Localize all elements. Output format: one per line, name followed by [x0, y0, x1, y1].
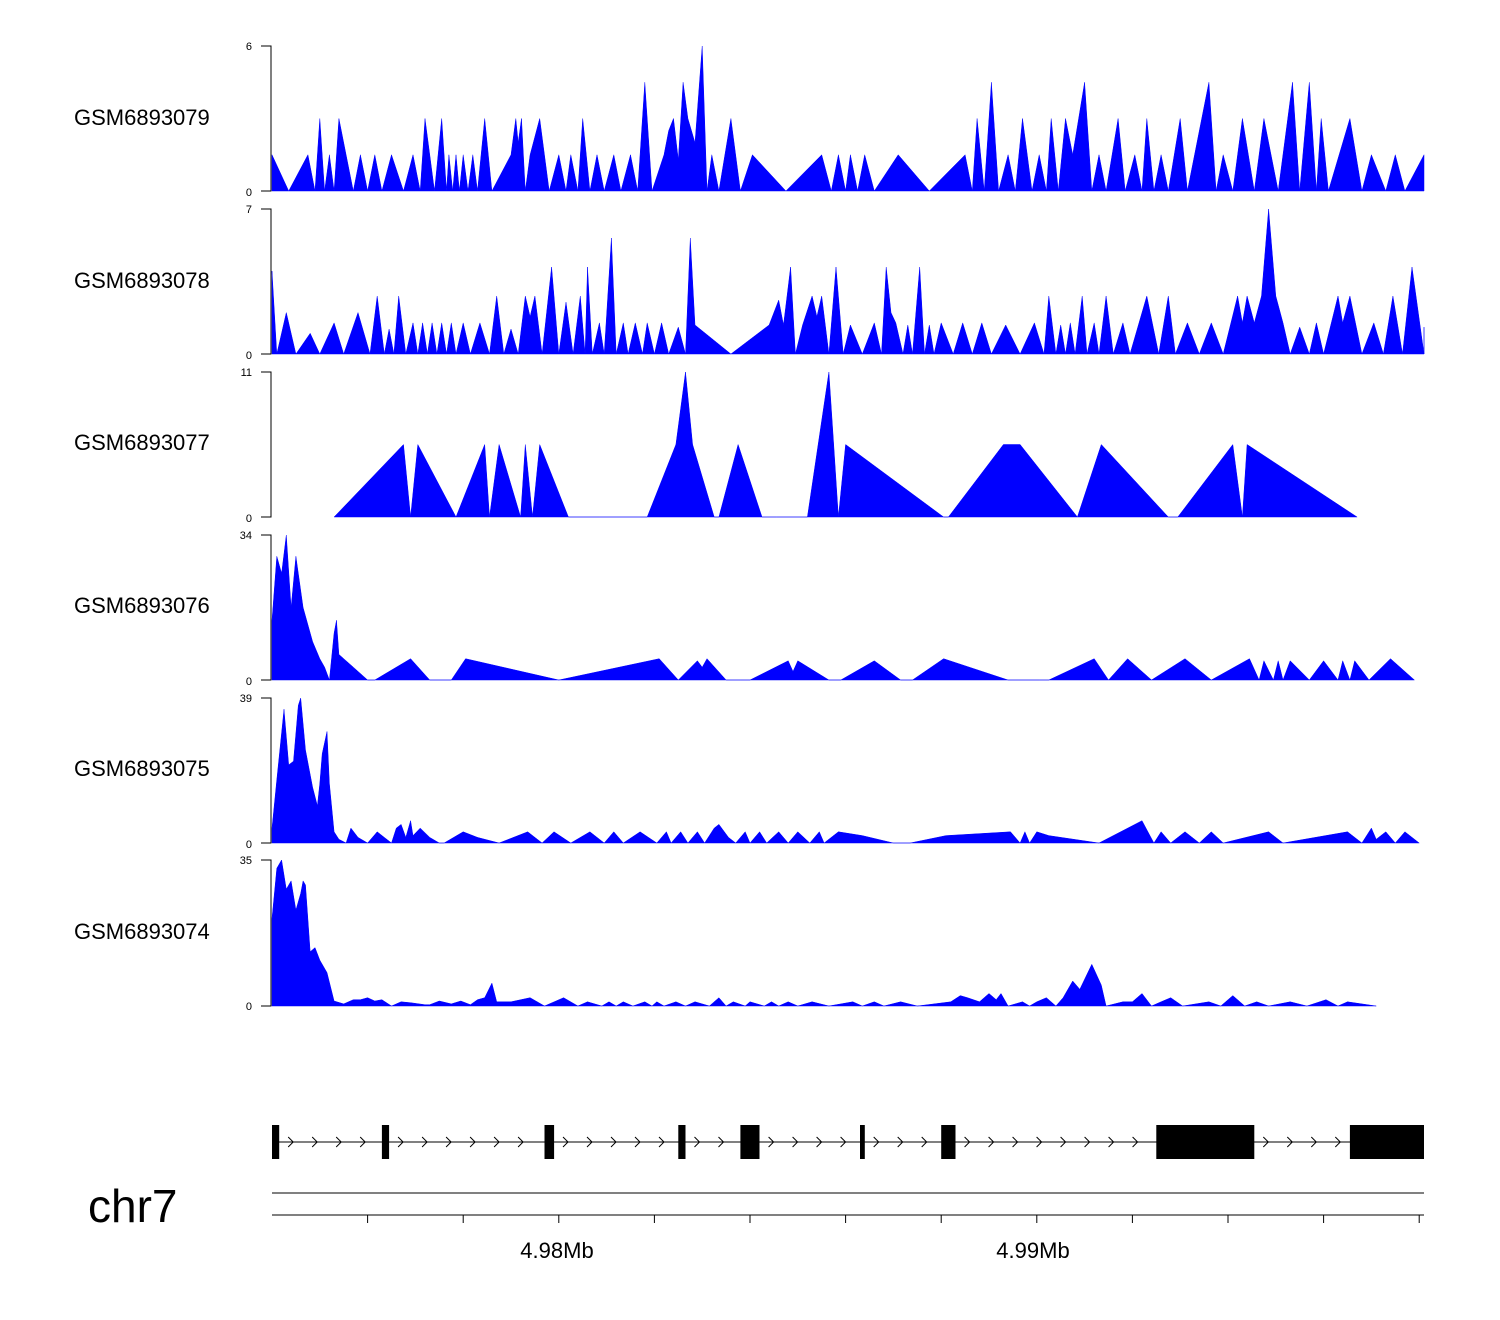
strand-arrow	[873, 1136, 880, 1148]
strand-arrow	[1310, 1136, 1318, 1148]
track-GSM6893076	[261, 534, 1416, 681]
coverage-tracks	[261, 45, 1425, 1007]
strand-arrow	[397, 1136, 404, 1148]
strand-arrow	[792, 1136, 799, 1148]
y-min-label-track-4: 0	[246, 676, 252, 688]
y-axis-GSM6893078	[261, 208, 272, 355]
strand-arrow	[586, 1136, 593, 1148]
exon-5	[740, 1125, 760, 1159]
strand-arrow	[1334, 1136, 1342, 1148]
axis-label-4.98mb: 4.98Mb	[520, 1238, 593, 1263]
genome-axis-ticks	[367, 1215, 1420, 1223]
track-label-gsm6893078: GSM6893078	[74, 268, 210, 293]
axis-label-4.99mb: 4.99Mb	[996, 1238, 1069, 1263]
track-GSM6893079	[261, 45, 1425, 192]
y-max-label-track-1: 6	[246, 41, 252, 53]
exon-8	[1156, 1125, 1255, 1159]
track-label-gsm6893074: GSM6893074	[74, 919, 210, 944]
strand-arrow	[816, 1136, 823, 1148]
y-axis-GSM6893076	[261, 534, 272, 681]
track-GSM6893075	[261, 697, 1420, 844]
y-max-label-track-5: 39	[240, 693, 252, 705]
y-max-label-track-3: 11	[241, 367, 252, 379]
exon-6	[860, 1125, 865, 1159]
strand-arrow	[897, 1136, 904, 1148]
coverage-area-GSM6893074	[271, 859, 1377, 1007]
y-min-label-track-2: 0	[246, 350, 252, 362]
strand-arrow	[1108, 1136, 1115, 1148]
strand-arrow	[562, 1136, 569, 1148]
strand-arrow	[517, 1136, 524, 1148]
coverage-area-GSM6893077	[333, 371, 1358, 518]
y-axis-GSM6893074	[261, 859, 272, 1007]
track-GSM6893077	[261, 371, 1358, 518]
track-GSM6893078	[261, 208, 1425, 355]
track-label-gsm6893079: GSM6893079	[74, 105, 210, 130]
strand-arrow	[988, 1136, 995, 1148]
exon-9	[1349, 1125, 1424, 1159]
exon-4	[678, 1125, 686, 1159]
strand-arrow	[287, 1136, 294, 1148]
y-axis-GSM6893077	[261, 371, 272, 518]
chromosome-label: chr7	[88, 1180, 177, 1232]
coverage-area-GSM6893076	[271, 534, 1416, 681]
coverage-area-GSM6893078	[271, 208, 1425, 355]
strand-arrow	[694, 1136, 701, 1148]
strand-arrow	[658, 1136, 665, 1148]
track-GSM6893074	[261, 859, 1377, 1007]
strand-arrow	[1084, 1136, 1091, 1148]
strand-arrow	[421, 1136, 428, 1148]
strand-arrow	[1132, 1136, 1139, 1148]
y-max-label-track-6: 35	[240, 855, 252, 867]
exon-3	[544, 1125, 555, 1159]
strand-arrow	[1262, 1136, 1270, 1148]
strand-arrow	[634, 1136, 641, 1148]
strand-arrow	[1060, 1136, 1067, 1148]
y-axis-GSM6893075	[261, 697, 272, 844]
exon-7	[941, 1125, 956, 1159]
y-min-label-track-1: 0	[246, 187, 252, 199]
strand-arrow	[1012, 1136, 1019, 1148]
strand-arrow	[610, 1136, 617, 1148]
strand-arrow	[469, 1136, 476, 1148]
exon-1	[272, 1125, 280, 1159]
strand-arrow	[964, 1136, 971, 1148]
coverage-area-GSM6893075	[271, 697, 1420, 844]
y-min-label-track-3: 0	[246, 513, 252, 525]
strand-arrow	[359, 1136, 366, 1148]
strand-arrow	[335, 1136, 342, 1148]
y-max-label-track-2: 7	[246, 204, 252, 216]
strand-arrow	[1286, 1136, 1294, 1148]
track-label-gsm6893075: GSM6893075	[74, 756, 210, 781]
strand-arrow	[840, 1136, 847, 1148]
strand-arrow	[493, 1136, 500, 1148]
track-label-gsm6893076: GSM6893076	[74, 593, 210, 618]
strand-arrow	[311, 1136, 318, 1148]
strand-arrow	[921, 1136, 928, 1148]
y-min-label-track-6: 0	[246, 1001, 252, 1013]
y-max-label-track-4: 34	[240, 530, 252, 542]
y-min-label-track-5: 0	[246, 839, 252, 851]
strand-arrow	[718, 1136, 725, 1148]
strand-arrow	[1036, 1136, 1043, 1148]
gene-model	[272, 1125, 1424, 1159]
y-axis-GSM6893079	[261, 45, 272, 192]
strand-arrow	[445, 1136, 452, 1148]
track-label-gsm6893077: GSM6893077	[74, 430, 210, 455]
strand-arrow	[768, 1136, 775, 1148]
exon-2	[381, 1125, 390, 1159]
coverage-area-GSM6893079	[271, 45, 1425, 192]
